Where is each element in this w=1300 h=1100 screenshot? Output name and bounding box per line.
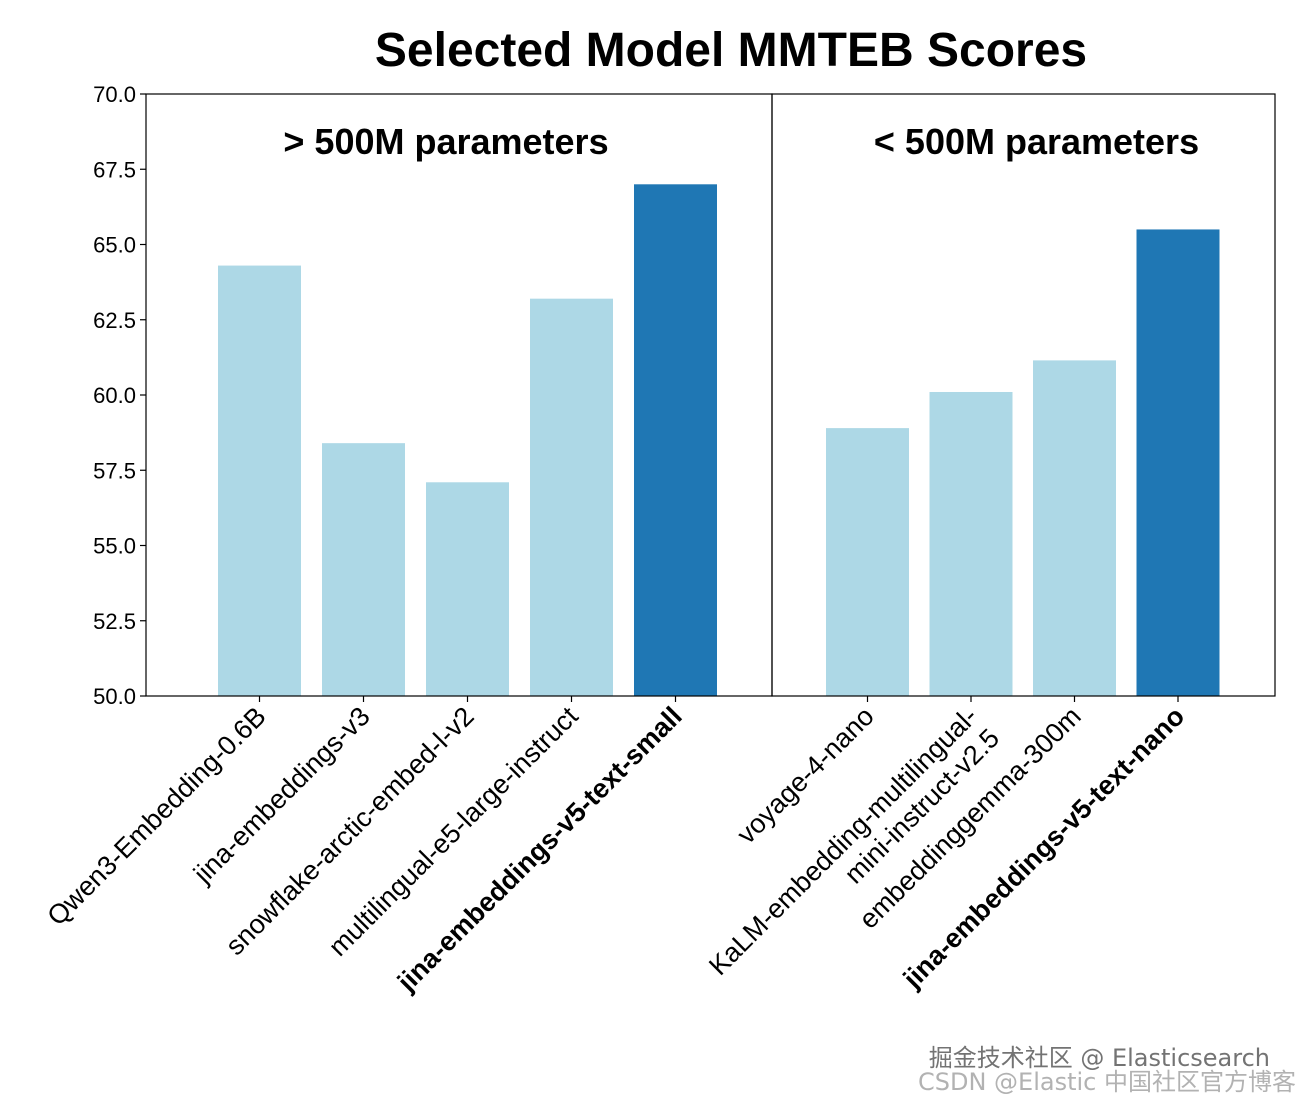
y-tick-label: 67.5	[93, 157, 136, 182]
y-tick-label: 70.0	[93, 82, 136, 107]
panel-large-bar	[426, 482, 509, 696]
panel-small-bar	[929, 391, 1013, 696]
y-tick-label: 50.0	[93, 684, 136, 709]
panel-small-title: < 500M parameters	[874, 121, 1199, 162]
y-tick-label: 55.0	[93, 534, 136, 559]
chart-title: Selected Model MMTEB Scores	[375, 24, 1087, 77]
watermark-line1: 掘金技术社区 @ Elasticsearch	[929, 1044, 1270, 1072]
y-tick-label: 65.0	[93, 233, 136, 258]
panel-large-bar	[634, 184, 717, 697]
panel-large-bar	[322, 443, 405, 696]
panel-large-title: > 500M parameters	[283, 121, 608, 162]
panel-small-frame	[771, 93, 1276, 697]
x-tick-label-line: Qwen3-Embedding-0.6B	[41, 701, 271, 931]
y-tick-label: 57.5	[93, 458, 136, 483]
x-tick-label: jina-embeddings-v3	[187, 701, 376, 890]
panel-small-bar	[1033, 360, 1116, 696]
watermark-line2: CSDN @Elastic 中国社区官方博客	[918, 1068, 1296, 1096]
panel-small-bar	[1136, 229, 1220, 696]
y-tick-label: 62.5	[93, 308, 136, 333]
plot-area: 50.0 52.5 55.0 57.5 60.0 62.5 65.0 67.5 70.0 Qwen…	[41, 82, 1276, 998]
x-tick-label: Qwen3-Embedding-0.6B	[41, 701, 271, 931]
y-tick-label: 52.5	[93, 609, 136, 634]
x-tick-label-line: jina-embeddings-v3	[187, 701, 376, 890]
y-tick-label: 60.0	[93, 383, 136, 408]
panel-small-bar	[826, 428, 909, 696]
panel-large-bar	[530, 298, 613, 696]
panel-large-bar	[218, 265, 301, 696]
